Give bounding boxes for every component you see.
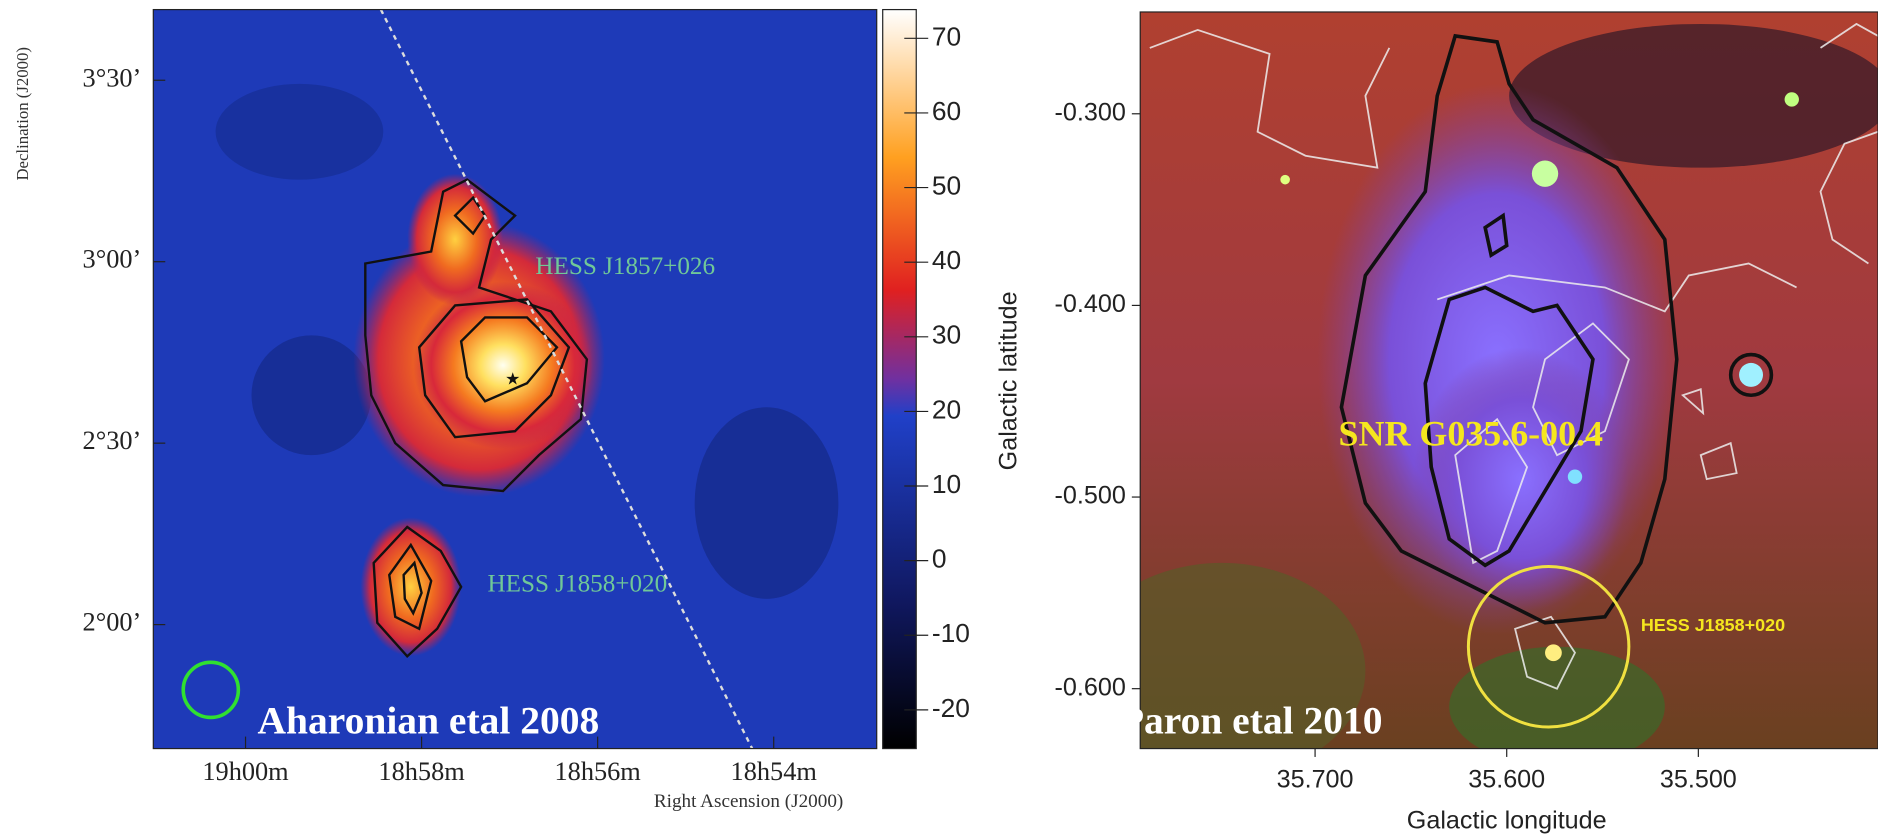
colorbar-tick-label: 30	[932, 320, 961, 350]
annotation: SNR G035.6-00.4	[1339, 413, 1603, 453]
annotation: HESS J1858+020	[487, 570, 667, 597]
x-tick-label: 35.500	[1660, 766, 1737, 794]
colorbar	[883, 10, 917, 749]
x-tick-label: 18h54m	[731, 757, 818, 786]
colorbar-tick-label: 20	[932, 394, 961, 424]
credit: Paron etal 2010	[1120, 699, 1383, 743]
y-tick-label: 3°00’	[83, 245, 142, 274]
y-tick-label: 2°30’	[83, 426, 142, 455]
colorbar-tick-label: 10	[932, 469, 961, 499]
svg-text:★: ★	[505, 370, 520, 389]
y-tick-label: 2°00’	[83, 608, 142, 637]
x-tick-label: 35.700	[1277, 766, 1354, 794]
colorbar-tick-label: -20	[932, 693, 970, 723]
y-tick-label: -0.600	[1055, 673, 1126, 701]
x-axis-label: Galactic longitude	[1407, 806, 1607, 834]
annotation: HESS J1857+026	[535, 253, 715, 280]
colorbar-tick-label: 40	[932, 245, 961, 275]
x-tick-label: 19h00m	[202, 757, 289, 786]
right-map	[1078, 12, 1878, 779]
annotation: HESS J1858+020	[1641, 615, 1785, 635]
colorbar-tick-label: 70	[932, 21, 961, 51]
x-tick-label: 18h56m	[554, 757, 641, 786]
colorbar-tick-label: 60	[932, 96, 961, 126]
y-axis-label: Declination (J2000)	[13, 47, 32, 181]
y-tick-label: -0.400	[1055, 290, 1126, 318]
colorbar-tick-label: -10	[932, 618, 970, 648]
credit: Aharonian etal 2008	[258, 699, 600, 743]
y-axis-label: Galactic latitude	[994, 291, 1022, 470]
y-tick-label: -0.300	[1055, 98, 1126, 126]
colorbar-tick-label: 0	[932, 544, 947, 574]
colorbar-tick-label: 50	[932, 171, 961, 201]
left-map: ★	[153, 10, 876, 749]
x-tick-label: 35.600	[1468, 766, 1545, 794]
figure: ★	[0, 0, 1878, 836]
page: { "left_panel": { "y_label": "Declinatio…	[0, 0, 1878, 836]
y-tick-label: 3°30’	[83, 63, 142, 92]
x-axis-label: Right Ascension (J2000)	[654, 791, 843, 812]
y-tick-label: -0.500	[1055, 482, 1126, 510]
x-tick-label: 18h58m	[378, 757, 465, 786]
